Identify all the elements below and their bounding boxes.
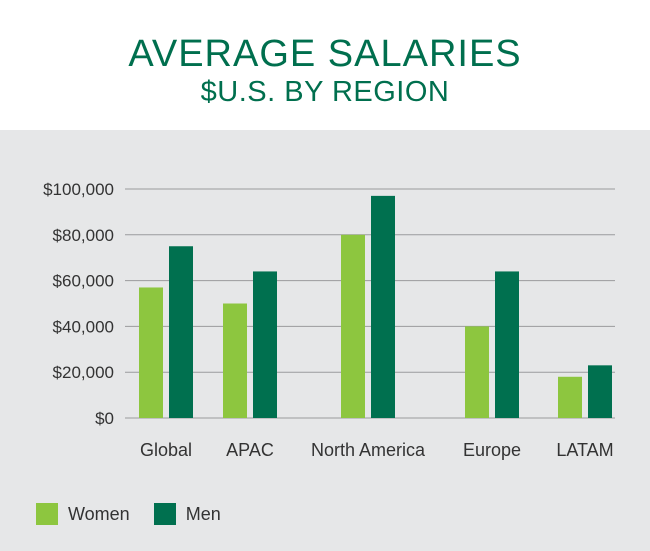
y-tick-label: $100,000 [43,180,114,199]
bar-women-latam [558,376,582,418]
x-tick-label: Global [140,440,192,460]
bar-men-latam [588,365,612,418]
x-tick-label: Europe [463,440,521,460]
legend: Women Men [36,503,245,525]
chart-panel: $0 $20,000 $40,000 $60,000 $80,000 $100,000 Gl… [0,130,650,551]
bar-women-apac [223,303,247,418]
bar-women-north-america [341,234,365,418]
chart-subtitle: $U.S. BY REGION [200,76,450,108]
bar-women-global [139,287,163,418]
y-tick-label: $80,000 [53,226,114,245]
bar-men-global [169,246,193,418]
legend-swatch [36,503,58,525]
bar-men-europe [495,271,519,418]
y-tick-label: $40,000 [53,317,114,336]
x-tick-label: APAC [226,440,274,460]
y-tick-label: $20,000 [53,363,114,382]
bar-women-europe [465,326,489,418]
bar-chart: $0 $20,000 $40,000 $60,000 $80,000 $100,000 Gl… [43,180,615,460]
y-tick-label: $0 [95,409,114,428]
legend-item: Men [153,503,221,525]
chart-header: AVERAGE SALARIES $U.S. BY REGION [0,0,650,130]
y-tick-label: $60,000 [53,272,114,291]
bar-men-apac [253,271,277,418]
x-tick-label: North America [311,440,426,460]
legend-label: Men [185,503,221,524]
legend-item: Women [36,503,130,525]
legend-swatch [153,503,176,525]
legend-label: Women [68,503,130,524]
x-tick-label: LATAM [556,440,613,460]
chart-title: AVERAGE SALARIES [128,33,522,75]
bar-men-north-america [371,195,395,418]
